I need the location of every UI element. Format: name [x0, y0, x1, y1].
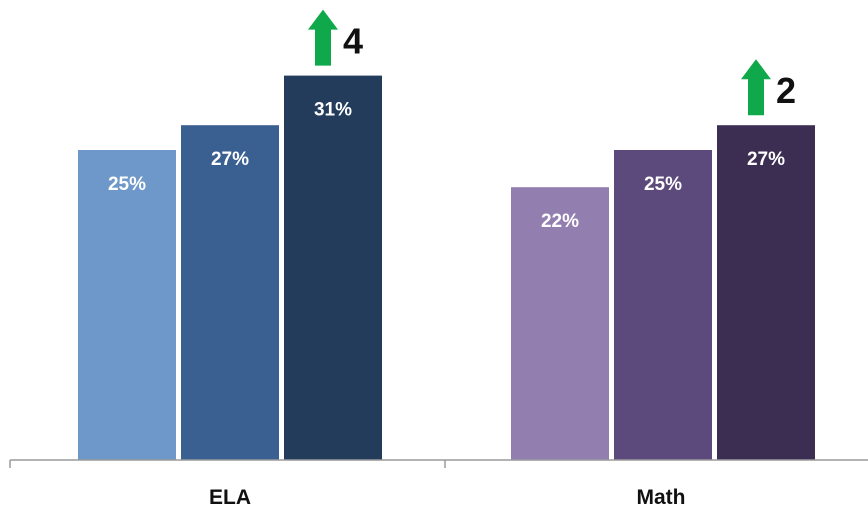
- data-label-ela-2: 27%: [211, 149, 249, 170]
- bar-math-3: [717, 125, 815, 460]
- data-label-math-3: 27%: [747, 149, 785, 170]
- x-axis: [9, 459, 868, 468]
- data-label-math-2: 25%: [644, 174, 682, 195]
- data-label-math-1: 22%: [541, 211, 579, 232]
- category-label-ela: ELA: [209, 486, 251, 506]
- bars-layer: 25% 27% 31% 22% 25% 27%: [78, 75, 815, 460]
- bar-math-1: [511, 187, 609, 460]
- bar-ela-2: [181, 125, 279, 460]
- gain-indicators: 42: [308, 9, 796, 116]
- gain-value-math: 2: [776, 70, 796, 111]
- data-label-ela-3: 31%: [314, 100, 352, 121]
- bar-ela-1: [78, 150, 176, 460]
- bar-ela-3: [284, 75, 382, 460]
- up-arrow-icon: [741, 59, 771, 116]
- gain-value-ela: 4: [343, 21, 363, 62]
- bar-math-2: [614, 150, 712, 460]
- data-label-ela-1: 25%: [108, 174, 146, 195]
- category-label-math: Math: [637, 486, 686, 506]
- up-arrow-icon: [308, 9, 338, 66]
